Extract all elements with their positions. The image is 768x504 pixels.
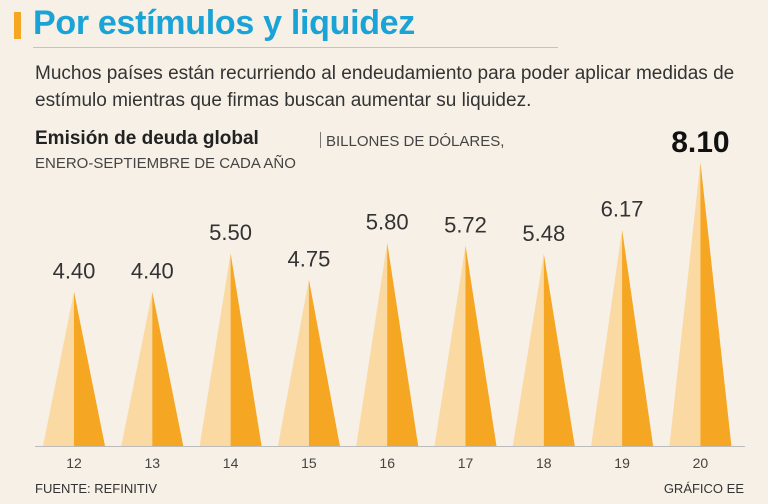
- x-tick-19: 19: [614, 455, 630, 471]
- bar-16-light: [356, 242, 388, 446]
- bar-14: [230, 253, 262, 446]
- bar-13: [152, 291, 184, 446]
- value-label-18: 5.48: [522, 221, 565, 246]
- bar-12-light: [43, 291, 74, 446]
- bar-14-light: [199, 253, 231, 446]
- x-tick-20: 20: [693, 455, 709, 471]
- bar-17-light: [434, 245, 466, 446]
- bar-18-light: [512, 253, 544, 446]
- value-label-12: 4.40: [53, 259, 96, 284]
- graphic-credit: GRÁFICO EE: [663, 481, 744, 496]
- source-note: FUENTE: REFINITIV: [35, 481, 158, 496]
- x-tick-12: 12: [66, 455, 82, 471]
- value-label-20: 8.10: [671, 126, 729, 159]
- value-label-16: 5.80: [366, 210, 409, 235]
- bar-13-light: [121, 291, 153, 446]
- value-label-13: 4.40: [131, 259, 174, 284]
- value-label-19: 6.17: [601, 197, 644, 222]
- bar-12: [74, 291, 105, 446]
- title-accent-bar: [14, 12, 21, 39]
- x-tick-18: 18: [536, 455, 552, 471]
- title-divider: [33, 47, 558, 48]
- subtitle: Muchos países están recurriendo al endeu…: [35, 63, 735, 111]
- x-tick-13: 13: [145, 455, 161, 471]
- chart-units-line-2: ENERO-SEPTIEMBRE DE CADA AÑO: [35, 155, 296, 172]
- units-separator: [320, 132, 321, 148]
- bar-16: [387, 242, 419, 446]
- bar-15: [308, 279, 340, 446]
- x-tick-14: 14: [223, 455, 239, 471]
- chart-units: BILLONES DE DÓLARES,: [320, 132, 504, 150]
- bar-20: [700, 162, 732, 446]
- chart-title: Emisión de deuda global: [35, 128, 259, 149]
- page-title: Por estímulos y liquidez: [33, 4, 415, 42]
- bar-19: [622, 229, 654, 446]
- x-tick-17: 17: [458, 455, 474, 471]
- bar-15-light: [277, 279, 309, 446]
- bar-19-light: [591, 229, 623, 446]
- value-label-14: 5.50: [209, 220, 252, 245]
- bar-18: [543, 253, 575, 446]
- value-label-17: 5.72: [444, 212, 487, 237]
- bar-17: [465, 245, 497, 446]
- value-label-15: 4.75: [287, 246, 330, 271]
- x-tick-15: 15: [301, 455, 317, 471]
- bar-20-light: [669, 162, 701, 446]
- x-tick-16: 16: [379, 455, 395, 471]
- units-line-1: BILLONES DE DÓLARES,: [326, 133, 505, 150]
